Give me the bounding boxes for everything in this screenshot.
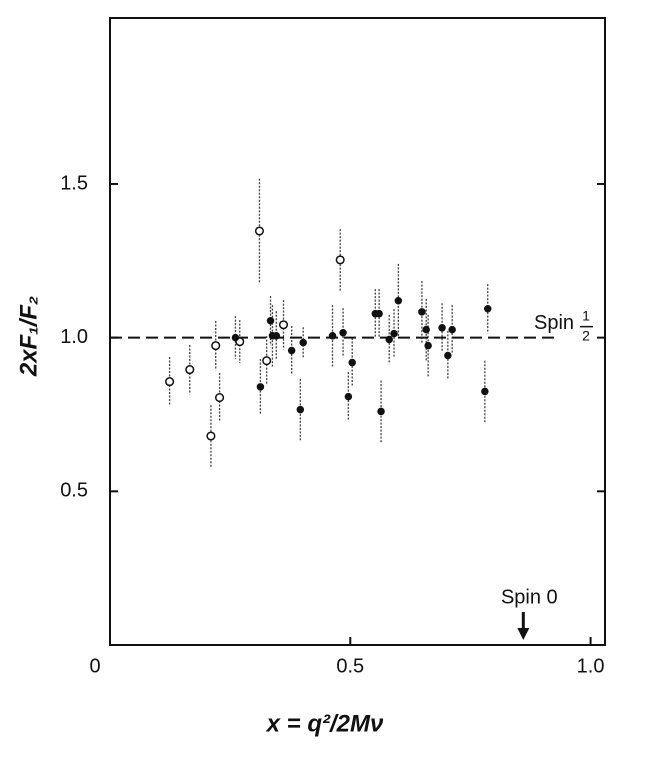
data-point [438,324,446,332]
data-point [256,383,265,391]
data-point [185,365,195,375]
arrow-label: Spin 0 [501,586,558,608]
data-point [483,305,492,313]
data-point [377,407,385,416]
data-point [278,320,289,330]
data-point [344,392,353,401]
data-point [339,328,347,337]
data-point [348,358,356,367]
data-point [385,335,393,344]
data-point [231,333,240,342]
y-tick-label: 1.5 [60,172,88,194]
data-point [254,226,265,236]
data-point [418,308,426,316]
x-tick-label: 0 [89,655,100,677]
plot-frame [109,17,606,646]
data-point [262,356,272,366]
data-point [215,393,225,403]
data-point [296,405,305,414]
x-tick-label: 1.0 [577,655,605,677]
x-axis-label: x = q²/2Mν [265,710,384,737]
data-point [299,338,307,347]
data-point [328,332,337,340]
data-point [206,431,216,441]
data-point [287,346,296,355]
data-point [165,377,175,387]
x-tick-label: 0.5 [336,655,364,677]
data-point [481,387,489,396]
data-point [448,325,456,334]
data-point [424,341,432,350]
data-point [444,351,452,360]
data-point [390,329,398,338]
reference-numerator: 1 [582,307,590,323]
data-point [422,325,430,334]
y-tick-label: 0.5 [60,480,88,502]
data-point [272,332,281,340]
y-tick-label: 1.0 [60,326,88,348]
data-point [335,255,345,265]
arrow-head [517,628,530,640]
data-point [211,341,221,351]
reference-label: Spin [534,312,574,334]
data-point [394,297,403,305]
reference-denominator: 2 [582,327,590,343]
data-point [375,309,383,318]
y-axis-label: 2xF₁/F₂ [15,296,42,377]
